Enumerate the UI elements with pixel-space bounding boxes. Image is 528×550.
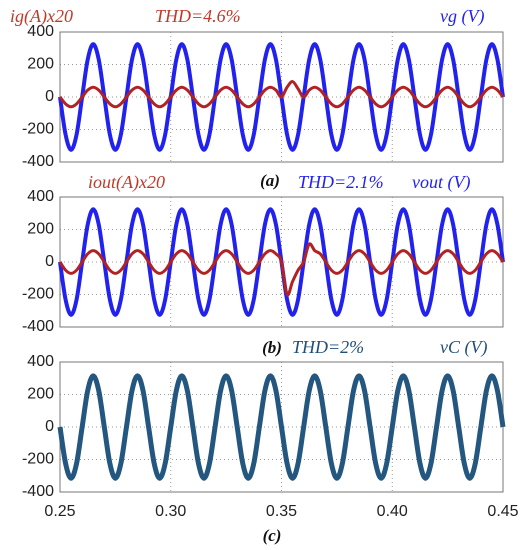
annotation: vg (V) — [440, 6, 484, 27]
y-tick-label: 0 — [45, 88, 54, 105]
panel-caption: (c) — [263, 526, 282, 545]
annotation: THD=2% — [292, 337, 364, 357]
x-tick-label: 0.25 — [44, 503, 75, 520]
annotation: vC (V) — [440, 337, 487, 358]
y-tick-label: 200 — [27, 386, 54, 403]
panel-caption: (a) — [260, 171, 280, 190]
y-tick-label: 400 — [27, 188, 54, 205]
y-tick-label: -200 — [22, 121, 54, 138]
x-tick-label: 0.40 — [377, 503, 408, 520]
series-line — [58, 242, 505, 297]
y-tick-label: -200 — [22, 451, 54, 468]
y-tick-label: -200 — [22, 286, 54, 303]
x-tick-label: 0.30 — [155, 503, 186, 520]
y-tick-label: -400 — [22, 483, 54, 500]
y-tick-label: 0 — [45, 253, 54, 270]
series-line — [57, 373, 506, 481]
panel-caption: (b) — [262, 338, 282, 357]
x-tick-label: 0.45 — [487, 503, 518, 520]
y-tick-label: 0 — [45, 418, 54, 435]
annotation: THD=4.6% — [155, 6, 241, 26]
series-line — [58, 80, 505, 109]
annotation: ig(A)x20 — [10, 6, 73, 27]
x-tick-label: 0.35 — [266, 503, 297, 520]
y-tick-label: 400 — [27, 23, 54, 40]
annotation: THD=2.1% — [298, 172, 384, 192]
y-tick-label: 400 — [27, 353, 54, 370]
y-tick-label: 200 — [27, 221, 54, 238]
y-tick-label: -400 — [22, 318, 54, 335]
y-tick-label: 200 — [27, 56, 54, 73]
annotation: vout (V) — [412, 172, 470, 193]
y-tick-label: -400 — [22, 153, 54, 170]
annotation: iout(A)x20 — [88, 172, 165, 193]
